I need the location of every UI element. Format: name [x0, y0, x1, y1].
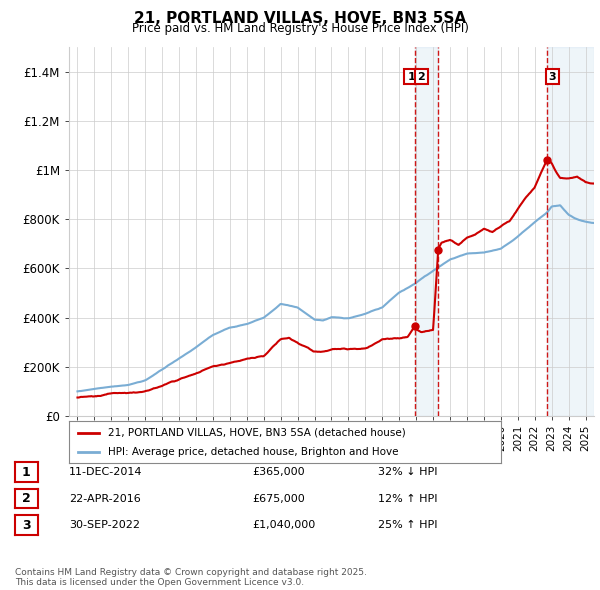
Text: 21, PORTLAND VILLAS, HOVE, BN3 5SA: 21, PORTLAND VILLAS, HOVE, BN3 5SA: [134, 11, 466, 25]
Text: 3: 3: [22, 519, 31, 532]
Text: 3: 3: [548, 72, 556, 81]
Text: Contains HM Land Registry data © Crown copyright and database right 2025.
This d: Contains HM Land Registry data © Crown c…: [15, 568, 367, 587]
Text: 22-APR-2016: 22-APR-2016: [69, 494, 141, 503]
Text: 11-DEC-2014: 11-DEC-2014: [69, 467, 143, 477]
Text: 1: 1: [407, 72, 415, 81]
Text: £1,040,000: £1,040,000: [252, 520, 315, 530]
Bar: [415, 47, 439, 416]
Text: 25% ↑ HPI: 25% ↑ HPI: [378, 520, 437, 530]
Text: 2: 2: [22, 492, 31, 505]
Text: £675,000: £675,000: [252, 494, 305, 503]
Text: 30-SEP-2022: 30-SEP-2022: [69, 520, 140, 530]
Text: 2: 2: [418, 72, 425, 81]
Bar: [547, 47, 594, 416]
Text: Price paid vs. HM Land Registry's House Price Index (HPI): Price paid vs. HM Land Registry's House …: [131, 22, 469, 35]
Text: £365,000: £365,000: [252, 467, 305, 477]
Text: 21, PORTLAND VILLAS, HOVE, BN3 5SA (detached house): 21, PORTLAND VILLAS, HOVE, BN3 5SA (deta…: [108, 428, 406, 438]
Text: 32% ↓ HPI: 32% ↓ HPI: [378, 467, 437, 477]
Text: HPI: Average price, detached house, Brighton and Hove: HPI: Average price, detached house, Brig…: [108, 447, 398, 457]
Text: 1: 1: [22, 466, 31, 478]
Text: 12% ↑ HPI: 12% ↑ HPI: [378, 494, 437, 503]
